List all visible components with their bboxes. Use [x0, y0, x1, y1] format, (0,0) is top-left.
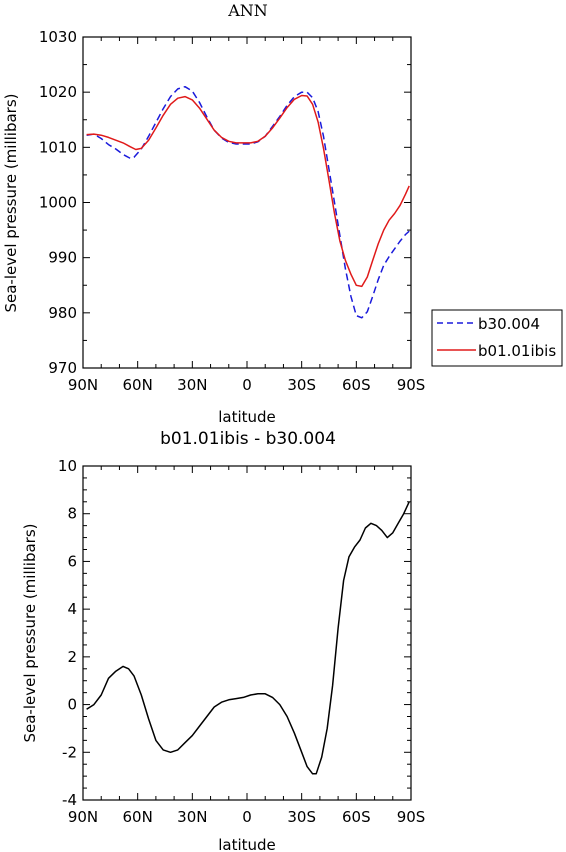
- plot-frame: [82, 465, 412, 801]
- x-tick-label: 0: [242, 376, 252, 394]
- x-tick-label: 60N: [123, 808, 153, 826]
- y-tick-label: 4: [67, 600, 77, 618]
- ticks-layer: 90N 60N 30N 0 30S 60S 90S 970 980 990 1000 1010 1020…: [39, 28, 425, 394]
- y-tick-label: 990: [48, 249, 77, 267]
- y-tick-label: 1010: [39, 138, 77, 156]
- legend-label-b30-004: b30.004: [478, 315, 540, 333]
- x-axis-label: latitude: [218, 408, 276, 426]
- y-tick-label: 1000: [39, 194, 77, 212]
- y-axis-label: Sea-level pressure (millibars): [2, 93, 20, 312]
- difference-line: [86, 501, 410, 775]
- y-axis-label: Sea-level pressure (millibars): [21, 523, 39, 742]
- y-tick-label: 2: [67, 648, 77, 666]
- y-tick-label: 0: [67, 696, 77, 714]
- x-tick-label: 60N: [123, 376, 153, 394]
- legend-label-b01-01ibis: b01.01ibis: [478, 342, 556, 360]
- x-tick-label: 90S: [397, 376, 426, 394]
- legend: b30.004 b01.01ibis: [431, 309, 563, 367]
- ticks-layer: 90N 60N 30N 0 30S 60S 90S -4 -2 0 2 4 6 8 10: [58, 457, 425, 826]
- x-tick-label: 30N: [177, 376, 207, 394]
- x-tick-label: 30S: [287, 808, 316, 826]
- series-layer: [86, 501, 410, 775]
- x-tick-label: 90N: [68, 376, 98, 394]
- panel-title: b01.01ibis - b30.004: [160, 429, 336, 449]
- panel-title: ANN: [227, 1, 268, 20]
- y-tick-label: -4: [62, 791, 77, 809]
- x-tick-label: 90S: [397, 808, 426, 826]
- y-tick-label: 970: [48, 359, 77, 377]
- x-axis-label: latitude: [218, 836, 276, 852]
- y-tick-label: 1020: [39, 83, 77, 101]
- y-tick-label: -2: [62, 743, 77, 761]
- series-line-b01-01ibis: [86, 94, 410, 288]
- x-tick-label: 60S: [342, 376, 371, 394]
- x-tick-label: 90N: [68, 808, 98, 826]
- y-tick-label: 1030: [39, 28, 77, 46]
- y-tick-label: 6: [67, 552, 77, 570]
- x-tick-label: 60S: [342, 808, 371, 826]
- series-layer: [86, 85, 410, 319]
- panel-top: ANN 90N 60N 30N 0 30S 60S 90S 970 980 990 1000 1010…: [2, 1, 425, 426]
- x-tick-label: 30S: [287, 376, 316, 394]
- x-tick-label: 30N: [177, 808, 207, 826]
- legend-box: [431, 309, 563, 367]
- y-tick-label: 10: [58, 457, 77, 475]
- panel-bottom: b01.01ibis - b30.004 90N 60N 30N 0 30S 60S 90S…: [21, 429, 425, 852]
- y-tick-label: 8: [67, 505, 77, 523]
- y-tick-label: 980: [48, 304, 77, 322]
- x-tick-label: 0: [242, 808, 252, 826]
- series-line-b30-004: [86, 85, 410, 319]
